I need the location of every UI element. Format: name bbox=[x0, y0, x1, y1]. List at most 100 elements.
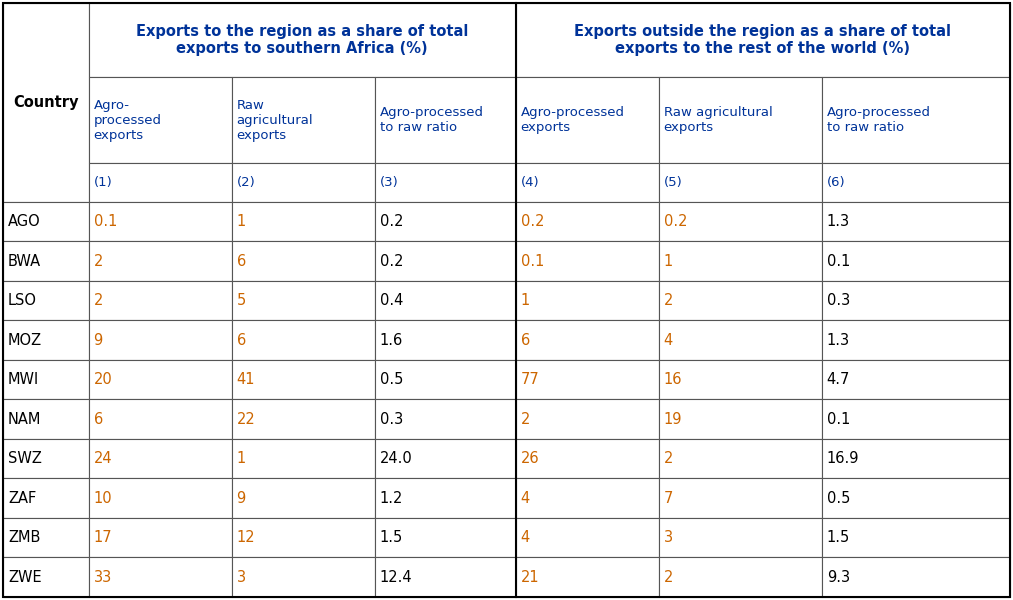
Bar bbox=[375, 281, 516, 320]
Bar bbox=[232, 163, 375, 202]
Bar bbox=[822, 478, 1010, 518]
Text: 0.5: 0.5 bbox=[827, 491, 850, 506]
Bar bbox=[516, 241, 658, 281]
Text: LSO: LSO bbox=[8, 293, 37, 308]
Bar bbox=[232, 360, 375, 400]
Bar bbox=[3, 439, 88, 478]
Text: 7: 7 bbox=[664, 491, 673, 506]
Text: 5: 5 bbox=[237, 293, 246, 308]
Bar bbox=[88, 439, 232, 478]
Bar bbox=[232, 241, 375, 281]
Text: 1.3: 1.3 bbox=[827, 333, 850, 348]
Text: Agro-processed
exports: Agro-processed exports bbox=[521, 106, 625, 134]
Text: 12: 12 bbox=[237, 530, 255, 545]
Text: 6: 6 bbox=[237, 254, 246, 269]
Text: 41: 41 bbox=[237, 372, 255, 387]
Bar bbox=[88, 77, 232, 163]
Bar bbox=[822, 518, 1010, 557]
Bar bbox=[822, 360, 1010, 400]
Text: 26: 26 bbox=[521, 451, 539, 466]
Text: AGO: AGO bbox=[8, 214, 41, 229]
Bar bbox=[232, 281, 375, 320]
Bar bbox=[232, 320, 375, 360]
Bar bbox=[658, 400, 822, 439]
Text: ZAF: ZAF bbox=[8, 491, 36, 506]
Text: 2: 2 bbox=[93, 254, 103, 269]
Bar bbox=[375, 478, 516, 518]
Bar bbox=[88, 518, 232, 557]
Text: 1.3: 1.3 bbox=[827, 214, 850, 229]
Bar bbox=[3, 3, 88, 202]
Bar bbox=[516, 281, 658, 320]
Text: 17: 17 bbox=[93, 530, 112, 545]
Text: 0.2: 0.2 bbox=[521, 214, 544, 229]
Text: (1): (1) bbox=[93, 176, 112, 189]
Text: 0.5: 0.5 bbox=[380, 372, 403, 387]
Text: 1: 1 bbox=[237, 451, 246, 466]
Bar bbox=[822, 557, 1010, 597]
Bar bbox=[88, 163, 232, 202]
Text: 0.3: 0.3 bbox=[827, 293, 850, 308]
Text: Exports outside the region as a share of total
exports to the rest of the world : Exports outside the region as a share of… bbox=[574, 24, 951, 56]
Bar bbox=[822, 320, 1010, 360]
Bar bbox=[375, 320, 516, 360]
Text: 10: 10 bbox=[93, 491, 112, 506]
Text: 24: 24 bbox=[93, 451, 112, 466]
Bar bbox=[822, 281, 1010, 320]
Bar bbox=[658, 77, 822, 163]
Text: 1.6: 1.6 bbox=[380, 333, 403, 348]
Bar bbox=[516, 557, 658, 597]
Text: 16: 16 bbox=[664, 372, 682, 387]
Text: 1.5: 1.5 bbox=[827, 530, 850, 545]
Bar bbox=[88, 281, 232, 320]
Text: 0.1: 0.1 bbox=[827, 254, 850, 269]
Bar bbox=[516, 3, 1010, 77]
Bar bbox=[516, 478, 658, 518]
Bar bbox=[232, 202, 375, 241]
Bar bbox=[88, 478, 232, 518]
Bar bbox=[658, 518, 822, 557]
Text: 6: 6 bbox=[237, 333, 246, 348]
Text: 33: 33 bbox=[93, 570, 111, 585]
Text: ZWE: ZWE bbox=[8, 570, 42, 585]
Text: 2: 2 bbox=[664, 451, 673, 466]
Bar bbox=[3, 400, 88, 439]
Bar bbox=[658, 320, 822, 360]
Bar bbox=[516, 77, 658, 163]
Text: (2): (2) bbox=[237, 176, 255, 189]
Text: 12.4: 12.4 bbox=[380, 570, 412, 585]
Text: 19: 19 bbox=[664, 412, 682, 427]
Bar bbox=[658, 202, 822, 241]
Text: 2: 2 bbox=[93, 293, 103, 308]
Text: 16.9: 16.9 bbox=[827, 451, 859, 466]
Bar bbox=[3, 202, 88, 241]
Bar bbox=[658, 360, 822, 400]
Bar bbox=[822, 202, 1010, 241]
Bar bbox=[232, 518, 375, 557]
Bar bbox=[822, 439, 1010, 478]
Text: 4: 4 bbox=[664, 333, 673, 348]
Bar bbox=[822, 77, 1010, 163]
Bar bbox=[375, 557, 516, 597]
Text: 2: 2 bbox=[664, 570, 673, 585]
Bar bbox=[88, 360, 232, 400]
Bar bbox=[232, 478, 375, 518]
Text: 0.2: 0.2 bbox=[380, 254, 403, 269]
Text: 0.3: 0.3 bbox=[380, 412, 403, 427]
Bar bbox=[88, 400, 232, 439]
Text: 1: 1 bbox=[664, 254, 673, 269]
Text: 24.0: 24.0 bbox=[380, 451, 412, 466]
Bar bbox=[232, 557, 375, 597]
Text: Raw
agricultural
exports: Raw agricultural exports bbox=[237, 99, 313, 142]
Bar bbox=[232, 439, 375, 478]
Bar bbox=[232, 77, 375, 163]
Bar bbox=[658, 163, 822, 202]
Text: Raw agricultural
exports: Raw agricultural exports bbox=[664, 106, 772, 134]
Text: 1.5: 1.5 bbox=[380, 530, 403, 545]
Bar bbox=[516, 163, 658, 202]
Text: 9.3: 9.3 bbox=[827, 570, 850, 585]
Text: 0.1: 0.1 bbox=[827, 412, 850, 427]
Bar bbox=[375, 518, 516, 557]
Bar bbox=[658, 478, 822, 518]
Bar bbox=[375, 241, 516, 281]
